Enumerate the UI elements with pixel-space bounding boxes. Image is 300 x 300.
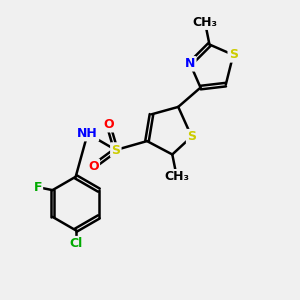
Text: S: S (187, 130, 196, 143)
Text: CH₃: CH₃ (164, 170, 189, 183)
Text: S: S (229, 48, 238, 62)
Text: O: O (103, 118, 114, 131)
Text: N: N (185, 57, 195, 70)
Text: NH: NH (77, 127, 98, 140)
Text: F: F (33, 181, 42, 194)
Text: O: O (88, 160, 99, 173)
Text: Cl: Cl (69, 237, 82, 250)
Text: S: S (111, 143, 120, 157)
Text: CH₃: CH₃ (193, 16, 217, 29)
